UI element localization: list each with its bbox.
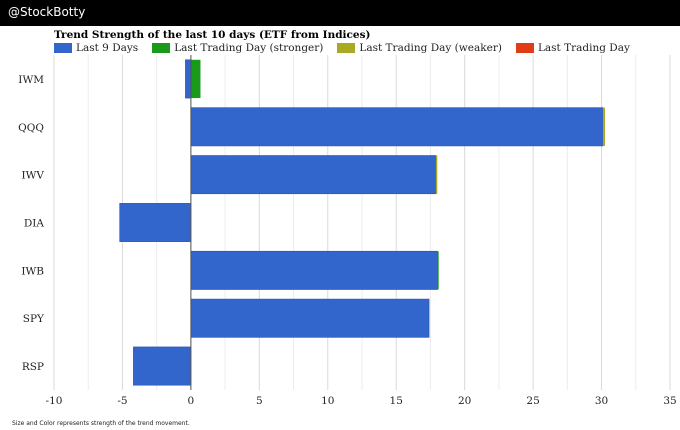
legend-label-lastday: Last Trading Day	[537, 41, 630, 54]
legend-label-last9: Last 9 Days	[76, 41, 139, 54]
chart-legend: Last 9 Days Last Trading Day (stronger) …	[54, 41, 644, 54]
x-tick-label: -10	[46, 395, 63, 407]
legend-swatch-weaker	[337, 42, 356, 53]
x-tick-label: 35	[663, 395, 676, 407]
legend-swatch-stronger	[152, 42, 171, 53]
chart-title: Trend Strength of the last 10 days (ETF …	[54, 29, 371, 41]
x-tick-label: -5	[117, 395, 127, 407]
footnote: Size and Color represents strength of th…	[12, 420, 190, 427]
bar-dia-s0	[119, 203, 192, 242]
legend-label-stronger: Last Trading Day (stronger)	[174, 41, 324, 54]
bar-iwm-s1	[190, 59, 201, 99]
top-banner: @StockBotty	[0, 0, 680, 26]
legend-swatch-lastday	[515, 42, 534, 53]
legend-label-weaker: Last Trading Day (weaker)	[359, 41, 502, 54]
x-tick-label: 25	[526, 395, 539, 407]
legend-item-last9: Last 9 Days	[54, 42, 138, 54]
bar-qqq-s2	[602, 107, 605, 146]
x-tick-label: 5	[256, 395, 263, 407]
bar-iwb-s1	[437, 251, 439, 290]
bar-iwv-s0	[190, 155, 437, 195]
y-tick-label: DIA	[24, 218, 45, 230]
y-tick-label: SPY	[23, 313, 45, 325]
legend-swatch-last9	[54, 42, 72, 53]
bar-iwb-s0	[190, 250, 438, 290]
y-tick-label: QQQ	[18, 122, 44, 134]
y-tick-label: RSP	[22, 361, 44, 373]
legend-item-weaker: Last Trading Day (weaker)	[337, 42, 502, 54]
account-handle: @StockBotty	[8, 5, 86, 19]
bar-iwm-s0	[185, 59, 192, 99]
x-tick-label: 15	[390, 395, 403, 407]
x-tick-label: 10	[321, 395, 334, 407]
y-tick-label: IWB	[21, 265, 44, 277]
bar-qqq-s0	[190, 107, 604, 147]
bar-spy-s0	[190, 298, 430, 338]
x-tick-label: 20	[458, 395, 471, 407]
x-tick-label: 30	[595, 395, 608, 407]
bar-iwv-s2	[435, 155, 438, 194]
x-tick-label: 0	[188, 395, 195, 407]
y-tick-label: IWV	[21, 170, 44, 182]
legend-item-lastday: Last Trading Day	[515, 41, 630, 54]
bar-rsp-s0	[133, 346, 192, 386]
legend-item-stronger: Last Trading Day (stronger)	[152, 42, 323, 54]
y-tick-label: IWM	[18, 74, 44, 86]
